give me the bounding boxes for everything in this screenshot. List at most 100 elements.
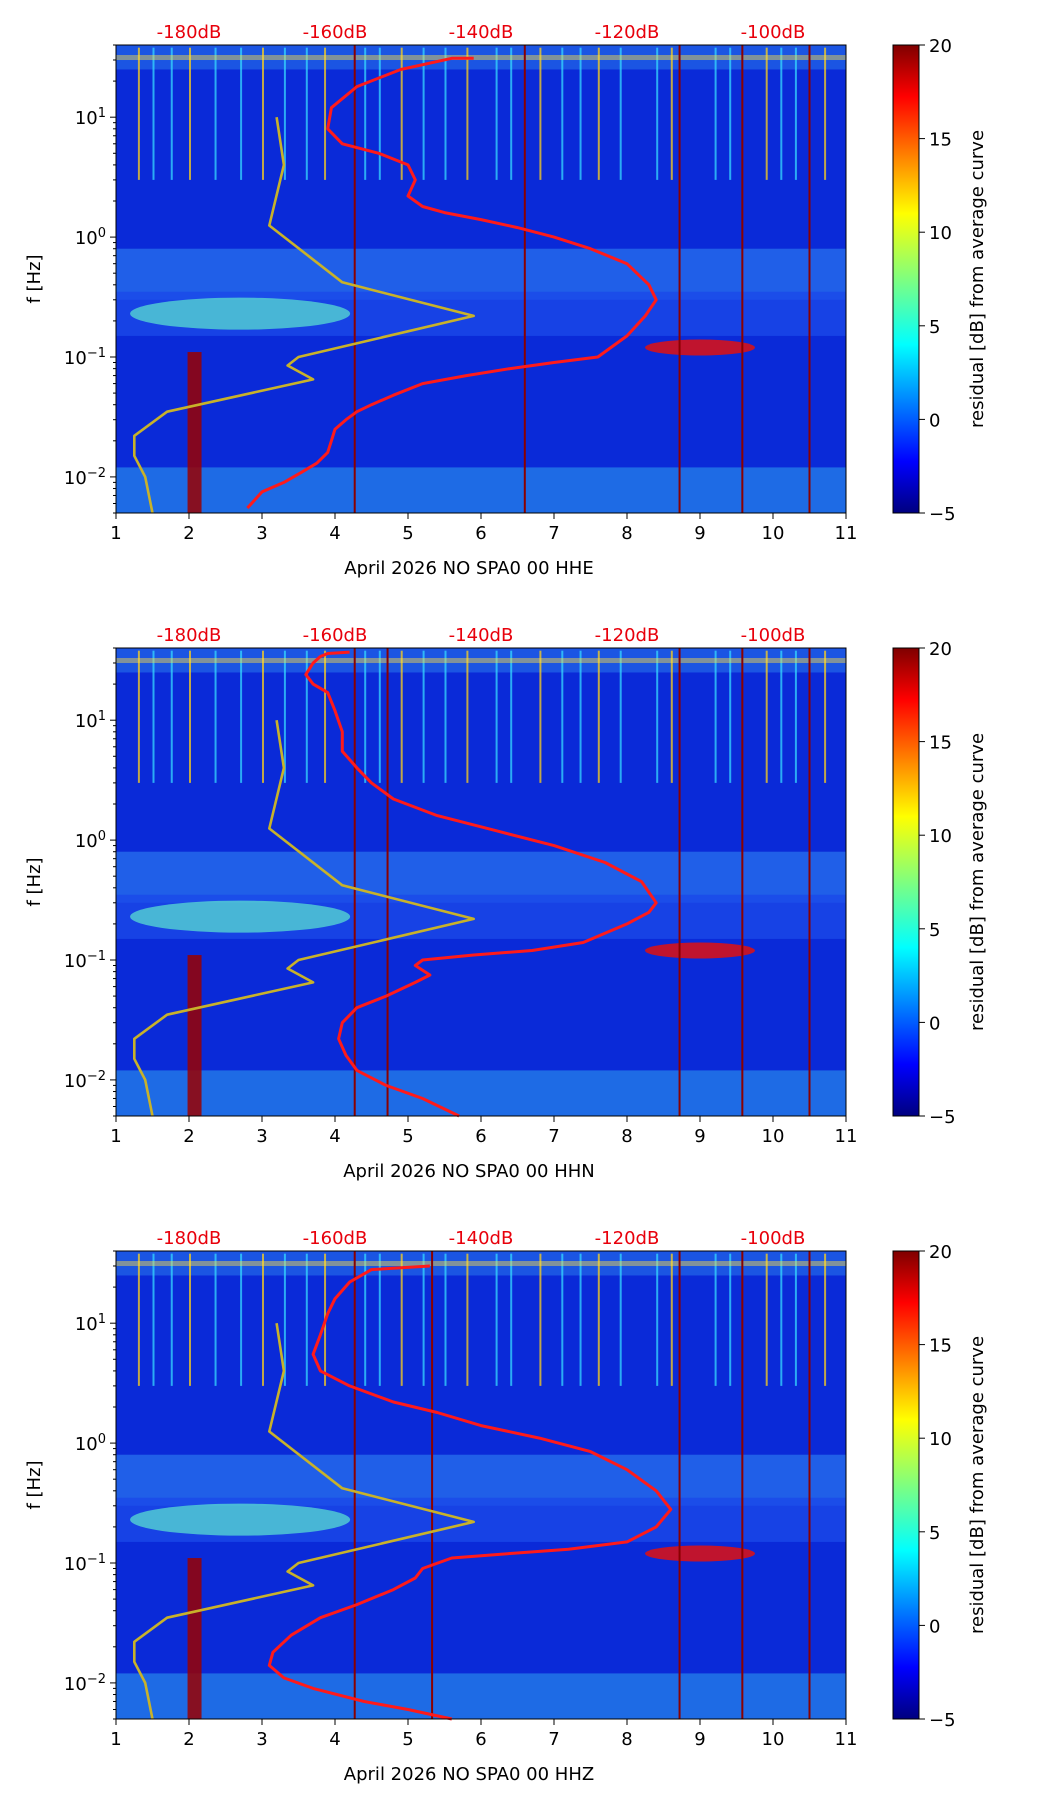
spectrogram-background (116, 648, 846, 1116)
colorbar-label: residual [dB] from average curve (967, 130, 988, 428)
y-tick-label: 101 (75, 106, 106, 130)
x-tick-label: 1 (110, 1729, 121, 1750)
heatmap-streak (561, 650, 564, 783)
heatmap-band (116, 248, 846, 300)
heatmap-streak (189, 650, 191, 783)
heatmap-streak (495, 1253, 498, 1386)
x-tick-label: 2 (183, 1729, 194, 1750)
colorbar-tick-label: 15 (929, 733, 952, 754)
x-axis-label: April 2026 NO SPA0 00 HHN (343, 1161, 595, 1182)
colorbar-tick-label: 10 (929, 1429, 952, 1450)
heatmap-streak (152, 47, 155, 180)
x-tick-label: 4 (329, 1729, 340, 1750)
x-tick-label: 3 (256, 1126, 267, 1147)
heatmap-streak (579, 1253, 582, 1386)
heatmap-streak (729, 650, 732, 783)
heatmap-streak (324, 47, 327, 180)
x-tick-label: 9 (694, 1126, 705, 1147)
colorbar-tick-label: 20 (929, 639, 952, 660)
colorbar-tick-label: 0 (929, 1616, 940, 1637)
top-axis-db-label: -140dB (449, 22, 514, 43)
top-axis-db-label: -140dB (449, 625, 514, 646)
x-axis-label: April 2026 NO SPA0 00 HHZ (344, 1764, 594, 1785)
heatmap-band (116, 658, 846, 664)
heatmap-streak (170, 650, 173, 783)
heatmap-streak (137, 650, 140, 783)
heatmap-streak (579, 650, 582, 783)
series-noise-model (133, 720, 476, 1117)
spectrogram-background (116, 1251, 846, 1719)
heatmap-streak (765, 1253, 768, 1386)
x-tick-label: 11 (835, 1126, 858, 1147)
heatmap-streak (670, 1253, 673, 1386)
heatmap-band (116, 851, 846, 903)
heatmap-streak (283, 650, 286, 783)
heatmap-streak (824, 650, 827, 783)
heatmap-band (116, 1070, 846, 1116)
colorbar-tick-label: −5 (929, 504, 956, 525)
y-tick-label: 101 (75, 1312, 106, 1336)
heatmap-streak (189, 47, 191, 180)
panel-hhn: April 2026 NO SPA0 00 HHN f [Hz] 2015105… (24, 625, 988, 1182)
x-tick-label: 3 (256, 523, 267, 544)
heatmap-hotspot (645, 339, 755, 356)
colorbar-label: residual [dB] from average curve (967, 733, 988, 1031)
x-tick-label: 1 (110, 523, 121, 544)
top-axis-db-label: -100dB (741, 1228, 806, 1249)
x-tick-label: 9 (694, 523, 705, 544)
heatmap-streak (780, 47, 783, 180)
colorbar-tick-label: 15 (929, 130, 952, 151)
colorbar-tick-label: 10 (929, 223, 952, 244)
top-axis-db-label: -180dB (157, 22, 222, 43)
heatmap-streak (656, 1253, 659, 1386)
spectrogram-background (116, 45, 846, 513)
heatmap-streak (422, 650, 425, 783)
colorbar-tick-label: 0 (929, 410, 940, 431)
panel-hhz: April 2026 NO SPA0 00 HHZ f [Hz] 2015105… (24, 1228, 988, 1785)
heatmap-streak (283, 47, 286, 180)
colorbar (892, 647, 920, 1117)
heatmap-hotspot (130, 1503, 351, 1536)
colorbar-tick-label: 5 (929, 317, 940, 338)
colorbar-ticks: 20 15 10 5 0 −5 (919, 639, 956, 1128)
heatmap-streak (466, 47, 469, 180)
x-tick-label: 5 (402, 1126, 413, 1147)
heatmap-streak (780, 1253, 783, 1386)
heatmap-streak (539, 1253, 542, 1386)
top-axis-db-label: -100dB (741, 625, 806, 646)
heatmap-streak (656, 650, 659, 783)
series-noise-model (133, 1323, 476, 1720)
x-tick-label: 10 (762, 1729, 785, 1750)
heatmap-hotspot (645, 1545, 755, 1562)
y-axis-label: f [Hz] (24, 1460, 45, 1509)
top-axis-db-label: -160dB (303, 625, 368, 646)
heatmap-streak (561, 47, 564, 180)
series-median-psd (246, 56, 658, 510)
heatmap-streak (561, 1253, 564, 1386)
heatmap-hotspot (187, 352, 202, 513)
top-axis-db-label: -180dB (157, 625, 222, 646)
heatmap-streak (539, 650, 542, 783)
series-median-psd (267, 1264, 673, 1721)
heatmap-streak (466, 650, 469, 783)
y-tick-label: 100 (75, 226, 106, 250)
heatmap-hotspot (645, 942, 755, 959)
top-axis-db-label: -160dB (303, 1228, 368, 1249)
heatmap-streak (794, 650, 797, 783)
y-tick-label: 100 (75, 829, 106, 853)
heatmap-streak (510, 650, 513, 783)
colorbar-tick-label: 0 (929, 1013, 940, 1034)
x-tick-label: 11 (835, 523, 858, 544)
heatmap-hotspot (187, 1558, 202, 1719)
colorbar-ticks: 20 15 10 5 0 −5 (919, 36, 956, 525)
heatmap-streak (794, 1253, 797, 1386)
heatmap-band (116, 648, 846, 673)
heatmap-streak (152, 1253, 155, 1386)
heatmap-streak (824, 1253, 827, 1386)
heatmap-streak (240, 650, 243, 783)
heatmap-streak (579, 47, 582, 180)
x-tick-label: 6 (475, 523, 486, 544)
heatmap-streak (378, 47, 381, 180)
y-tick-label: 10−2 (64, 1068, 106, 1092)
chart-marks (133, 648, 811, 1118)
